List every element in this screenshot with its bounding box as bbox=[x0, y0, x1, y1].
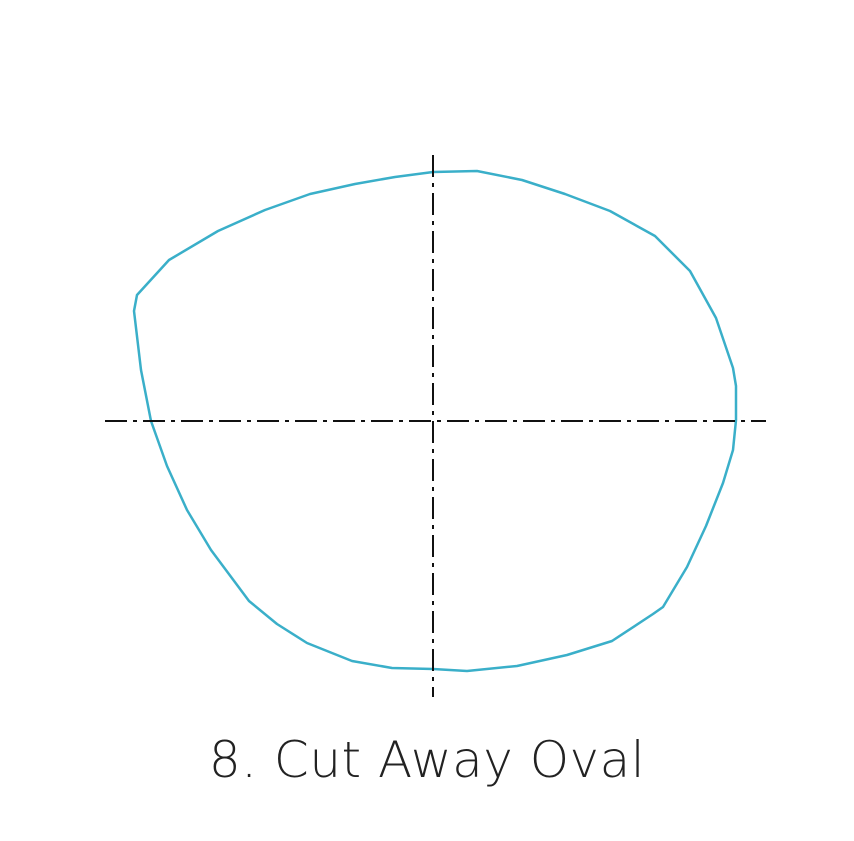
cut-away-oval-outline bbox=[132, 169, 738, 673]
diagram-caption: 8. Cut Away Oval bbox=[208, 731, 646, 789]
